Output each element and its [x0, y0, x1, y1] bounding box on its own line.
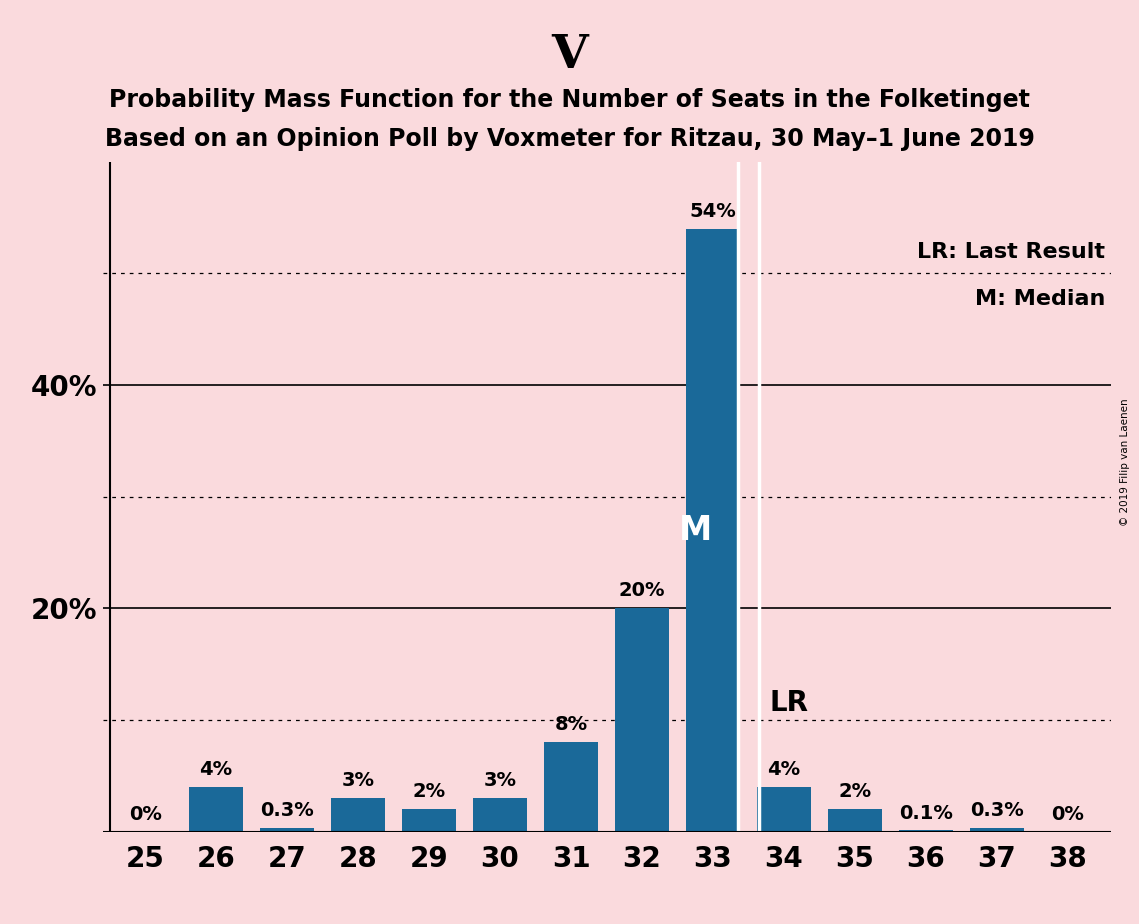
Text: 20%: 20%: [618, 581, 665, 601]
Text: 0.3%: 0.3%: [260, 801, 314, 821]
Text: V: V: [551, 32, 588, 79]
Bar: [828, 809, 882, 832]
Text: 2%: 2%: [838, 783, 871, 801]
Text: 4%: 4%: [768, 760, 801, 779]
Bar: [687, 229, 739, 832]
Text: 0.3%: 0.3%: [970, 801, 1024, 821]
Bar: [544, 742, 598, 832]
Text: 8%: 8%: [555, 715, 588, 735]
Text: 54%: 54%: [689, 201, 737, 221]
Bar: [402, 809, 456, 832]
Text: 3%: 3%: [342, 772, 375, 790]
Bar: [331, 798, 385, 832]
Bar: [261, 828, 313, 832]
Text: 4%: 4%: [199, 760, 232, 779]
Text: M: M: [679, 514, 712, 547]
Bar: [189, 787, 243, 832]
Text: 0%: 0%: [129, 805, 162, 824]
Bar: [615, 608, 669, 832]
Text: Probability Mass Function for the Number of Seats in the Folketinget: Probability Mass Function for the Number…: [109, 88, 1030, 112]
Text: LR: LR: [770, 689, 809, 717]
Text: Based on an Opinion Poll by Voxmeter for Ritzau, 30 May–1 June 2019: Based on an Opinion Poll by Voxmeter for…: [105, 127, 1034, 151]
Text: © 2019 Filip van Laenen: © 2019 Filip van Laenen: [1120, 398, 1130, 526]
Bar: [970, 828, 1024, 832]
Bar: [757, 787, 811, 832]
Bar: [900, 831, 952, 832]
Text: M: Median: M: Median: [975, 289, 1106, 309]
Text: 0%: 0%: [1051, 805, 1084, 824]
Text: 0.1%: 0.1%: [899, 804, 953, 822]
Text: 3%: 3%: [484, 772, 517, 790]
Bar: [474, 798, 526, 832]
Text: LR: Last Result: LR: Last Result: [918, 242, 1106, 262]
Text: 2%: 2%: [412, 783, 445, 801]
